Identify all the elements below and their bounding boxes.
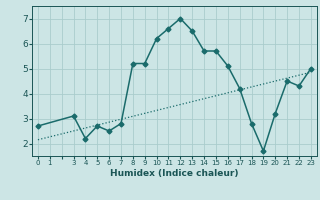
X-axis label: Humidex (Indice chaleur): Humidex (Indice chaleur) bbox=[110, 169, 239, 178]
